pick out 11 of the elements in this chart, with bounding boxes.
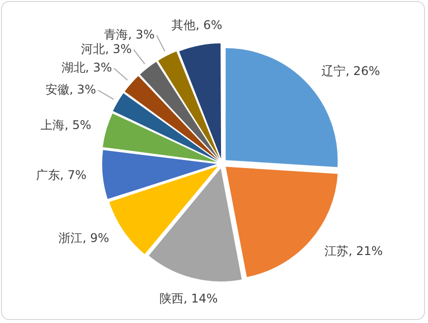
slice-label: 陕西, 14%	[160, 291, 218, 306]
slice-label: 河北, 3%	[81, 42, 132, 56]
slice-label: 上海, 5%	[40, 118, 92, 132]
slice-label: 辽宁, 26%	[322, 64, 380, 78]
slice-label: 浙江, 9%	[58, 230, 110, 245]
slice-label: 广东, 7%	[36, 168, 87, 182]
slice-label: 青海, 3%	[104, 27, 155, 42]
slice-label: 湖北, 3%	[61, 60, 112, 74]
slice-label: 江苏, 21%	[324, 244, 383, 258]
slice-label: 其他, 6%	[172, 18, 222, 32]
slice-label: 安徽, 3%	[45, 82, 96, 96]
